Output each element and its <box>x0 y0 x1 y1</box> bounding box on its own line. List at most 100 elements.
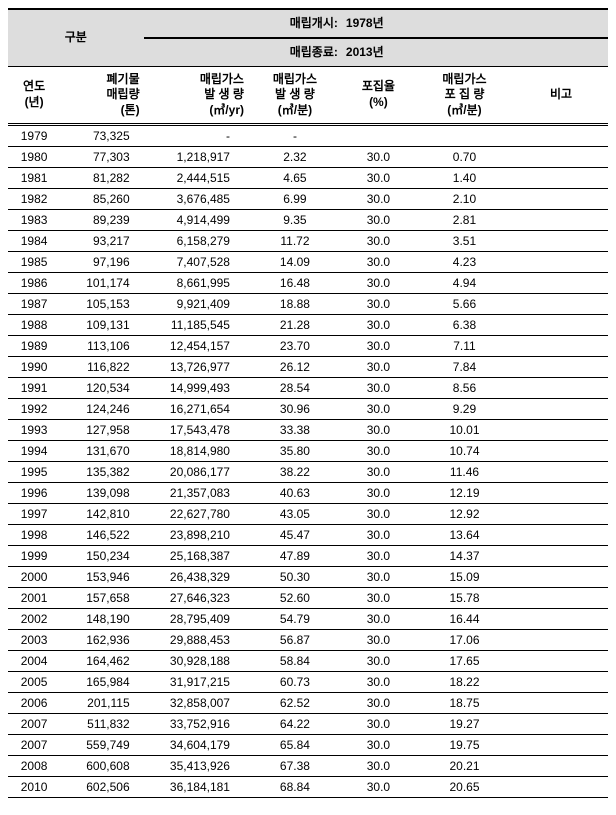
cell-year: 1980 <box>8 147 60 168</box>
cell-genyr: 17,543,478 <box>144 420 248 441</box>
cell-remark <box>514 630 608 651</box>
cell-rate: 30.0 <box>342 399 415 420</box>
cell-genyr: 26,438,329 <box>144 567 248 588</box>
cell-genyr: 12,454,157 <box>144 336 248 357</box>
col-genyr: 매립가스발 생 량(㎥/yr) <box>144 66 248 125</box>
start-label: 매립개시: <box>144 9 342 38</box>
cell-collect: 8.56 <box>415 378 514 399</box>
cell-rate: 30.0 <box>342 672 415 693</box>
cell-genyr: 18,814,980 <box>144 441 248 462</box>
cell-rate: 30.0 <box>342 609 415 630</box>
cell-remark <box>514 294 608 315</box>
cell-waste: 600,608 <box>60 756 143 777</box>
cell-genyr: 7,407,528 <box>144 252 248 273</box>
table-row: 1990116,82213,726,97726.1230.07.84 <box>8 357 608 378</box>
cell-remark <box>514 125 608 147</box>
cell-year: 2002 <box>8 609 60 630</box>
table-row: 1992124,24616,271,65430.9630.09.29 <box>8 399 608 420</box>
cell-genyr: 9,921,409 <box>144 294 248 315</box>
cell-remark <box>514 315 608 336</box>
cell-genmin: 64.22 <box>248 714 342 735</box>
cell-waste: 162,936 <box>60 630 143 651</box>
cell-collect: 4.23 <box>415 252 514 273</box>
cell-waste: 93,217 <box>60 231 143 252</box>
cell-rate: 30.0 <box>342 588 415 609</box>
cell-waste: 97,196 <box>60 252 143 273</box>
cell-rate: 30.0 <box>342 735 415 756</box>
cell-year: 1995 <box>8 462 60 483</box>
cell-collect: 19.75 <box>415 735 514 756</box>
cell-collect: 10.74 <box>415 441 514 462</box>
cell-genmin: - <box>248 125 342 147</box>
table-row: 1986101,1748,661,99516.4830.04.94 <box>8 273 608 294</box>
cell-year: 1993 <box>8 420 60 441</box>
cell-collect: 16.44 <box>415 609 514 630</box>
table-row: 2002148,19028,795,40954.7930.016.44 <box>8 609 608 630</box>
cell-genmin: 4.65 <box>248 168 342 189</box>
cell-collect: 12.19 <box>415 483 514 504</box>
cell-rate: 30.0 <box>342 420 415 441</box>
table-row: 2003162,93629,888,45356.8730.017.06 <box>8 630 608 651</box>
cell-waste: 73,325 <box>60 125 143 147</box>
table-row: 2010602,50636,184,18168.8430.020.65 <box>8 777 608 798</box>
cell-genmin: 26.12 <box>248 357 342 378</box>
cell-genyr: 6,158,279 <box>144 231 248 252</box>
cell-rate: 30.0 <box>342 168 415 189</box>
cell-waste: 139,098 <box>60 483 143 504</box>
cell-genyr: 8,661,995 <box>144 273 248 294</box>
table-row: 198493,2176,158,27911.7230.03.51 <box>8 231 608 252</box>
cell-collect: 18.22 <box>415 672 514 693</box>
cell-year: 2001 <box>8 588 60 609</box>
cell-waste: 559,749 <box>60 735 143 756</box>
cell-waste: 150,234 <box>60 546 143 567</box>
cell-collect: 7.11 <box>415 336 514 357</box>
cell-remark <box>514 567 608 588</box>
cell-year: 2004 <box>8 651 60 672</box>
cell-waste: 101,174 <box>60 273 143 294</box>
landfill-gas-table: 구분 매립개시: 1978년 매립종료: 2013년 연도(년) 폐기물매립량(… <box>8 8 608 798</box>
cell-year: 1991 <box>8 378 60 399</box>
cell-genyr: 3,676,485 <box>144 189 248 210</box>
cell-year: 1990 <box>8 357 60 378</box>
table-row: 1999150,23425,168,38747.8930.014.37 <box>8 546 608 567</box>
cell-rate: 30.0 <box>342 357 415 378</box>
cell-remark <box>514 777 608 798</box>
cell-collect: 14.37 <box>415 546 514 567</box>
category-header: 구분 <box>8 9 144 66</box>
cell-genyr: 30,928,188 <box>144 651 248 672</box>
cell-rate: 30.0 <box>342 315 415 336</box>
cell-genmin: 38.22 <box>248 462 342 483</box>
cell-genmin: 30.96 <box>248 399 342 420</box>
cell-collect: 20.65 <box>415 777 514 798</box>
cell-genmin: 47.89 <box>248 546 342 567</box>
cell-year: 2006 <box>8 693 60 714</box>
cell-year: 1984 <box>8 231 60 252</box>
cell-year: 2010 <box>8 777 60 798</box>
cell-waste: 113,106 <box>60 336 143 357</box>
cell-rate: 30.0 <box>342 630 415 651</box>
cell-year: 1982 <box>8 189 60 210</box>
cell-rate: 30.0 <box>342 210 415 231</box>
table-row: 1993127,95817,543,47833.3830.010.01 <box>8 420 608 441</box>
cell-year: 1999 <box>8 546 60 567</box>
cell-genmin: 50.30 <box>248 567 342 588</box>
table-row: 198181,2822,444,5154.6530.01.40 <box>8 168 608 189</box>
cell-rate: 30.0 <box>342 147 415 168</box>
cell-genmin: 21.28 <box>248 315 342 336</box>
cell-waste: 105,153 <box>60 294 143 315</box>
cell-remark <box>514 714 608 735</box>
cell-genyr: 27,646,323 <box>144 588 248 609</box>
cell-remark <box>514 336 608 357</box>
cell-collect: 6.38 <box>415 315 514 336</box>
cell-collect: 9.29 <box>415 399 514 420</box>
table-row: 198389,2394,914,4999.3530.02.81 <box>8 210 608 231</box>
cell-year: 1997 <box>8 504 60 525</box>
cell-remark <box>514 546 608 567</box>
cell-genmin: 67.38 <box>248 756 342 777</box>
cell-rate <box>342 125 415 147</box>
table-row: 1995135,38220,086,17738.2230.011.46 <box>8 462 608 483</box>
start-value: 1978년 <box>342 9 608 38</box>
cell-year: 1986 <box>8 273 60 294</box>
table-row: 1991120,53414,999,49328.5430.08.56 <box>8 378 608 399</box>
col-waste: 폐기물매립량(톤) <box>60 66 143 125</box>
